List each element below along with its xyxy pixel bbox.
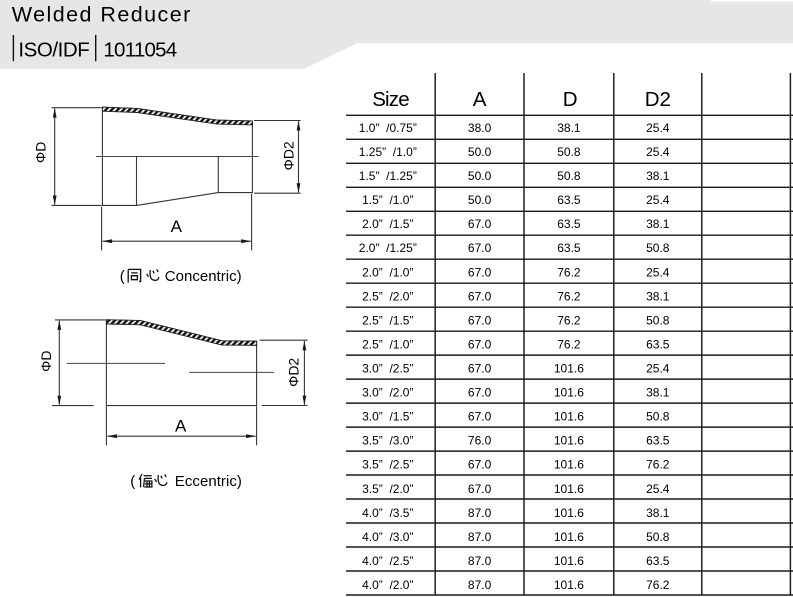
- svg-text:63.5: 63.5: [646, 554, 670, 568]
- svg-text:76.0: 76.0: [468, 434, 492, 448]
- svg-text:(: (: [130, 473, 135, 490]
- svg-text:(: (: [120, 268, 125, 285]
- svg-text:50.8: 50.8: [646, 313, 670, 327]
- svg-text:25.4: 25.4: [646, 362, 670, 376]
- svg-text:38.1: 38.1: [646, 289, 670, 303]
- svg-text:4.0” /2.0”: 4.0” /2.0”: [362, 578, 413, 592]
- svg-text:50.8: 50.8: [557, 145, 581, 159]
- svg-text:38.1: 38.1: [646, 506, 670, 520]
- svg-text:67.0: 67.0: [468, 265, 492, 279]
- svg-text:101.6: 101.6: [554, 554, 584, 568]
- svg-text:101.6: 101.6: [554, 530, 584, 544]
- svg-text:25.4: 25.4: [646, 482, 670, 496]
- svg-text:67.0: 67.0: [468, 313, 492, 327]
- svg-text:50.0: 50.0: [468, 145, 492, 159]
- svg-text:76.2: 76.2: [557, 289, 581, 303]
- svg-text:2.5” /1.0”: 2.5” /1.0”: [362, 338, 413, 352]
- svg-text:76.2: 76.2: [646, 578, 670, 592]
- svg-text:87.0: 87.0: [468, 554, 492, 568]
- svg-text:3.0” /1.5”: 3.0” /1.5”: [362, 410, 413, 424]
- svg-text:25.4: 25.4: [646, 265, 670, 279]
- svg-text:50.0: 50.0: [468, 169, 492, 183]
- svg-text:ΦD: ΦD: [38, 351, 54, 372]
- svg-text:A: A: [175, 416, 187, 435]
- svg-text:63.5: 63.5: [557, 217, 581, 231]
- svg-text:50.8: 50.8: [646, 410, 670, 424]
- svg-text:4.0” /3.5”: 4.0” /3.5”: [362, 506, 413, 520]
- svg-text:25.4: 25.4: [646, 121, 670, 135]
- svg-text:76.2: 76.2: [646, 458, 670, 472]
- svg-text:Concentric): Concentric): [165, 268, 242, 285]
- svg-text:67.0: 67.0: [468, 458, 492, 472]
- svg-text:38.1: 38.1: [557, 121, 581, 135]
- svg-text:101.6: 101.6: [554, 482, 584, 496]
- svg-text:67.0: 67.0: [468, 410, 492, 424]
- svg-text:67.0: 67.0: [468, 386, 492, 400]
- svg-text:1.0” /0.75”: 1.0” /0.75”: [359, 121, 417, 135]
- svg-text:101.6: 101.6: [554, 434, 584, 448]
- svg-text:101.6: 101.6: [554, 362, 584, 376]
- svg-text:A: A: [171, 217, 183, 236]
- svg-text:67.0: 67.0: [468, 217, 492, 231]
- svg-text:3.5” /2.0”: 3.5” /2.0”: [362, 482, 413, 496]
- svg-text:25.4: 25.4: [646, 145, 670, 159]
- svg-text:38.1: 38.1: [646, 386, 670, 400]
- svg-text:87.0: 87.0: [468, 578, 492, 592]
- svg-text:3.0” /2.0”: 3.0” /2.0”: [362, 386, 413, 400]
- svg-text:38.1: 38.1: [646, 217, 670, 231]
- svg-text:101.6: 101.6: [554, 506, 584, 520]
- svg-text:3.0” /2.5”: 3.0” /2.5”: [362, 362, 413, 376]
- svg-text:ΦD2: ΦD2: [286, 358, 302, 387]
- svg-text:4.0” /3.0”: 4.0” /3.0”: [362, 530, 413, 544]
- svg-text:50.8: 50.8: [646, 530, 670, 544]
- svg-text:76.2: 76.2: [557, 313, 581, 327]
- svg-text:Welded Reducer: Welded Reducer: [12, 3, 191, 27]
- svg-text:D2: D2: [645, 88, 671, 111]
- svg-text:67.0: 67.0: [468, 241, 492, 255]
- svg-text:ΦD: ΦD: [33, 142, 49, 163]
- svg-text:87.0: 87.0: [468, 530, 492, 544]
- svg-text:50.8: 50.8: [557, 169, 581, 183]
- svg-text:Size: Size: [372, 88, 409, 111]
- svg-text:101.6: 101.6: [554, 578, 584, 592]
- svg-text:76.2: 76.2: [557, 338, 581, 352]
- svg-text:2.0” /1.5”: 2.0” /1.5”: [362, 217, 413, 231]
- svg-text:2.5” /2.0”: 2.5” /2.0”: [362, 289, 413, 303]
- svg-text:101.6: 101.6: [554, 386, 584, 400]
- svg-text:ΦD2: ΦD2: [281, 141, 297, 170]
- svg-text:Eccentric): Eccentric): [175, 473, 242, 490]
- svg-text:1.5” /1.25”: 1.5” /1.25”: [359, 169, 417, 183]
- svg-text:50.8: 50.8: [646, 241, 670, 255]
- svg-text:2.0” /1.25”: 2.0” /1.25”: [359, 241, 417, 255]
- svg-text:87.0: 87.0: [468, 506, 492, 520]
- svg-text:63.5: 63.5: [557, 241, 581, 255]
- svg-text:1.5” /1.0”: 1.5” /1.0”: [362, 193, 413, 207]
- svg-text:63.5: 63.5: [646, 434, 670, 448]
- svg-text:50.0: 50.0: [468, 193, 492, 207]
- svg-text:1011054: 1011054: [103, 38, 177, 61]
- svg-text:A: A: [473, 88, 487, 111]
- svg-text:3.5” /2.5”: 3.5” /2.5”: [362, 458, 413, 472]
- svg-text:D: D: [563, 88, 578, 111]
- svg-text:63.5: 63.5: [646, 338, 670, 352]
- svg-text:3.5” /3.0”: 3.5” /3.0”: [362, 434, 413, 448]
- svg-text:25.4: 25.4: [646, 193, 670, 207]
- svg-text:67.0: 67.0: [468, 338, 492, 352]
- svg-text:1.25” /1.0”: 1.25” /1.0”: [359, 145, 417, 159]
- svg-text:38.0: 38.0: [468, 121, 492, 135]
- svg-text:4.0” /2.5”: 4.0” /2.5”: [362, 554, 413, 568]
- svg-text:2.5” /1.5”: 2.5” /1.5”: [362, 313, 413, 327]
- svg-text:38.1: 38.1: [646, 169, 670, 183]
- svg-text:ISO/IDF: ISO/IDF: [18, 38, 89, 61]
- svg-text:67.0: 67.0: [468, 289, 492, 303]
- svg-text:2.0” /1.0”: 2.0” /1.0”: [362, 265, 413, 279]
- svg-text:101.6: 101.6: [554, 458, 584, 472]
- svg-text:76.2: 76.2: [557, 265, 581, 279]
- svg-text:67.0: 67.0: [468, 482, 492, 496]
- svg-text:63.5: 63.5: [557, 193, 581, 207]
- svg-text:67.0: 67.0: [468, 362, 492, 376]
- svg-text:101.6: 101.6: [554, 410, 584, 424]
